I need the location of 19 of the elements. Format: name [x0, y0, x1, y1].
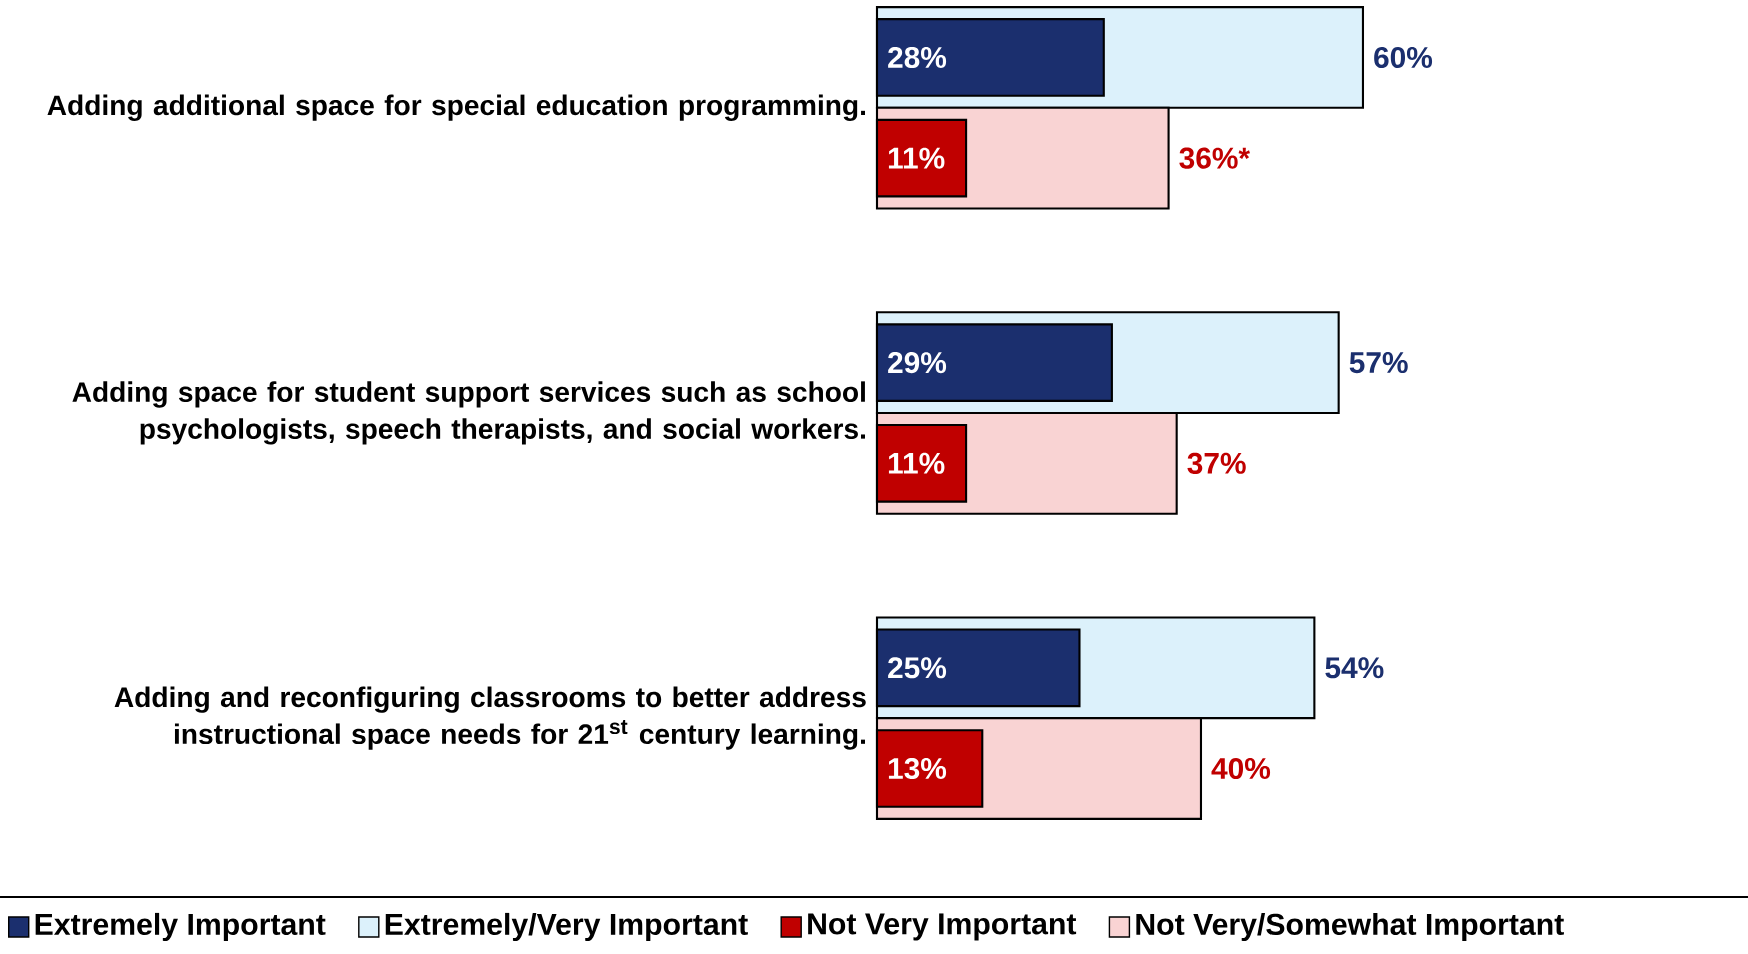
- data-label: 37%: [1187, 452, 1246, 474]
- data-label: 25%: [888, 657, 947, 679]
- legend-label: Extremely/Very Important: [385, 912, 748, 942]
- data-label: 11%: [888, 147, 945, 169]
- data-label: 54%: [1325, 657, 1384, 679]
- legend-label: Not Very Important: [808, 913, 1077, 941]
- data-label: 57%: [1349, 352, 1408, 374]
- data-label: 36%*: [1179, 147, 1250, 169]
- data-label: 40%: [1211, 757, 1271, 780]
- data-label: 13%: [888, 757, 947, 780]
- legend-label: Not Very/Somewhat Important: [1136, 912, 1564, 942]
- legend-label: Extremely Important: [35, 912, 326, 942]
- data-label: 11%: [888, 452, 945, 474]
- data-label: 29%: [888, 352, 947, 374]
- data-label: 60%: [1374, 46, 1433, 69]
- y-tick-label: Adding and reconfiguring classrooms to better address instructional space needs for 21$^{st}$ century learning.: [114, 686, 866, 750]
- y-tick-label: Adding space for student support services such as school psychologists, speech therapists, and social workers.: [72, 381, 865, 445]
- data-label: 28%: [888, 46, 947, 69]
- y-tick-label: Adding additional space for special education programming.: [47, 94, 866, 121]
